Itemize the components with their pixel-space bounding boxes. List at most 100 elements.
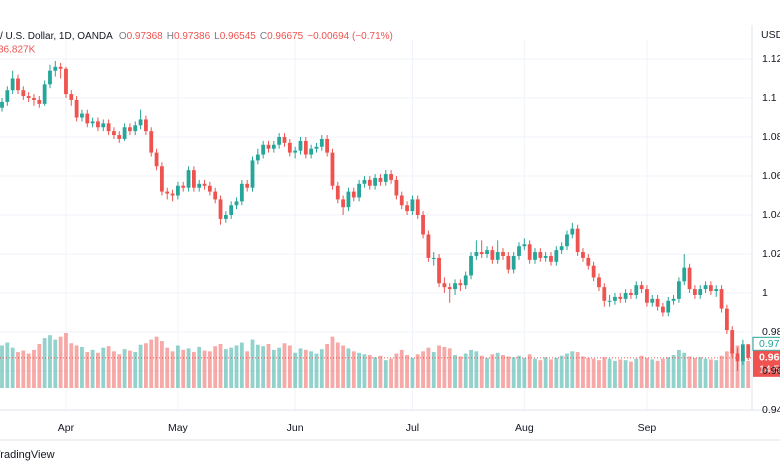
volume-bar: [511, 357, 516, 388]
volume-bar: [218, 344, 223, 388]
candle-body: [586, 257, 591, 266]
candle-body: [442, 283, 447, 288]
candle-body: [197, 183, 202, 188]
volume-bar: [5, 342, 10, 388]
volume-bar: [149, 339, 154, 388]
volume-bar: [463, 353, 468, 388]
volume-bar: [26, 353, 31, 388]
candle-body: [26, 96, 31, 98]
candle-body: [554, 250, 559, 262]
volume-bar: [239, 342, 244, 388]
last-price-tag: [753, 350, 780, 377]
candle-body: [58, 66, 63, 69]
volume-bar: [85, 352, 90, 388]
candle-body: [623, 293, 628, 299]
volume-bar: [351, 351, 356, 388]
volume-bar: [80, 346, 84, 388]
candle-body: [421, 215, 425, 235]
h-label: H: [167, 31, 174, 42]
candle-body: [266, 144, 271, 149]
candle-body: [383, 174, 388, 182]
volume-bar: [53, 339, 58, 388]
volume-bar: [501, 355, 505, 388]
candle-body: [213, 191, 218, 200]
volume-bar: [154, 336, 159, 388]
candle-body: [634, 285, 639, 295]
volume-bar: [645, 357, 649, 388]
prev-close-label: 0.97368: [759, 338, 780, 350]
volume-bar: [138, 344, 143, 388]
volume-bar: [629, 361, 633, 388]
candle-body: [362, 179, 367, 184]
x-tick-label: May: [168, 422, 189, 434]
volume-bar: [128, 350, 132, 388]
candle-body: [293, 150, 298, 153]
volume-bar: [21, 350, 26, 388]
l-label: L: [214, 31, 220, 42]
volume-bar: [346, 348, 351, 388]
volume-bar: [565, 353, 569, 388]
candle-body: [549, 255, 553, 262]
candle-body: [485, 250, 489, 254]
candle-body: [495, 252, 500, 260]
volume-bar: [335, 342, 340, 388]
volume-bar: [309, 351, 314, 388]
volume-bar: [165, 347, 170, 388]
volume-bar: [655, 360, 660, 388]
candle-body: [96, 121, 100, 128]
volume-bar: [613, 360, 617, 388]
candle-body: [517, 246, 521, 256]
volume-bar: [671, 355, 676, 388]
candle-body: [287, 142, 292, 153]
candle-body: [479, 252, 484, 254]
candle-body: [325, 138, 330, 153]
volume-bar: [303, 349, 308, 388]
candle-body: [378, 177, 383, 182]
volume-bar: [586, 357, 591, 388]
candle-body: [74, 99, 79, 118]
candle-body: [629, 293, 633, 295]
y-tick-label: 1.04: [762, 209, 780, 221]
volume-bar: [367, 355, 372, 388]
volume-bar: [740, 352, 745, 388]
volume-bar: [32, 349, 36, 388]
candle-body: [128, 127, 132, 132]
volume-bar: [693, 357, 697, 388]
y-tick-label: 1.06: [762, 170, 780, 182]
candle-body: [431, 257, 436, 259]
candle-body: [80, 113, 84, 118]
volume-bar: [277, 347, 282, 388]
candle-body: [373, 177, 377, 186]
candle-body: [234, 201, 239, 206]
candle-body: [581, 252, 585, 258]
candle-body: [639, 285, 644, 290]
price-tags: 0.97368 0.9667514:5: [0, 336, 780, 377]
candle-body: [426, 234, 431, 258]
candle-body: [490, 250, 495, 260]
candle-body: [303, 140, 308, 155]
candle-body: [298, 140, 303, 151]
volume-bar: [90, 349, 95, 388]
volume-bar: [724, 351, 729, 388]
candle-body: [469, 255, 473, 276]
candle-body: [693, 289, 697, 295]
candle-body: [186, 170, 191, 188]
volume-bar: [229, 347, 234, 388]
volume-bar: [266, 344, 271, 388]
volume-bar: [399, 349, 404, 388]
candle-body: [154, 152, 159, 167]
volume-bar: [357, 352, 362, 388]
candle-body: [559, 246, 564, 251]
volume-bar: [0, 345, 4, 388]
c-value: 0.96675: [267, 31, 304, 42]
candle-body: [69, 94, 74, 100]
volume-bar: [330, 336, 335, 388]
candle-body: [314, 146, 319, 149]
candle-body: [309, 148, 314, 155]
candle-body: [106, 123, 111, 132]
candle-body: [175, 185, 180, 196]
candle-body: [165, 191, 170, 194]
y-tick-label: 1.02: [762, 248, 780, 260]
y-tick-label: 1.1: [762, 92, 777, 104]
volume-bar: [698, 357, 703, 388]
